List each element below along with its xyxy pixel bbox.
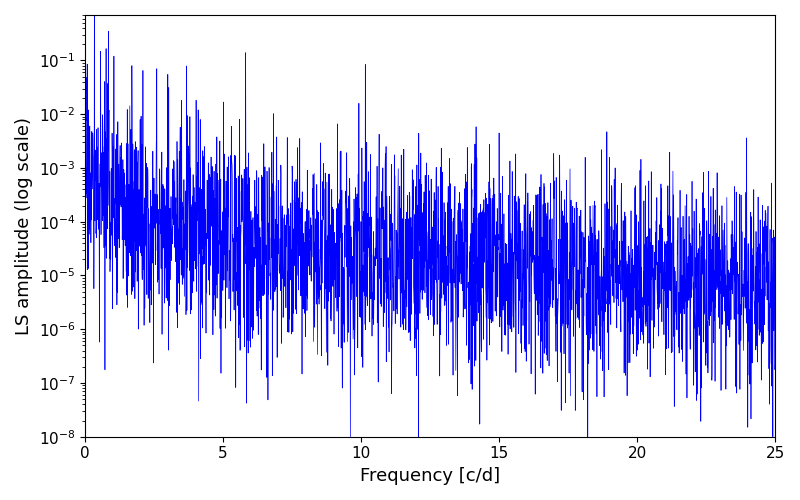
Y-axis label: LS amplitude (log scale): LS amplitude (log scale): [15, 117, 33, 335]
X-axis label: Frequency [c/d]: Frequency [c/d]: [360, 467, 500, 485]
